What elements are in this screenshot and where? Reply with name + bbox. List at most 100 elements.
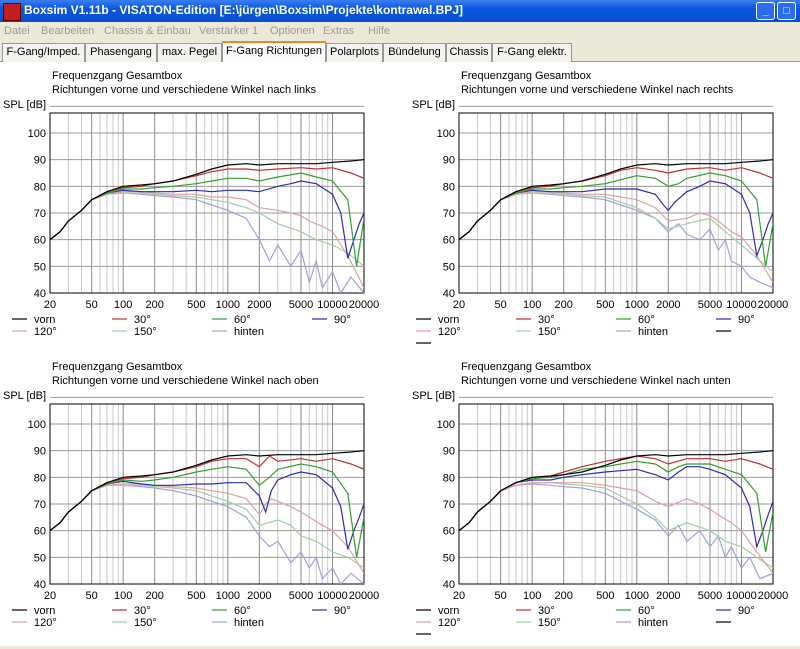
x-tick-label: 5000 [289,590,313,602]
tab-fgang-imped[interactable]: F-Gang/Imped. [2,43,85,62]
y-tick-label: 70 [443,499,455,511]
tab-phasengang[interactable]: Phasengang [85,43,157,62]
legend-label: 150° [538,617,561,629]
legend-label: 30° [538,314,555,326]
chart-1: Frequenzgang Gesamtbox Richtungen vorne u… [3,70,379,338]
x-tick-label: 5000 [289,299,313,311]
y-tick-label: 100 [28,128,46,140]
maximize-button[interactable]: □ [777,2,796,20]
x-tick-label: 200 [145,590,163,602]
legend-label: vorn [34,605,55,617]
menu-chassis-einbau[interactable]: Chassis & Einbau [104,25,191,37]
chart-3: Frequenzgang Gesamtbox Richtungen vorne u… [3,361,379,629]
x-tick-label: 2000 [656,299,680,311]
title-bar: Boxsim V1.11b - VISATON-Edition [E:\jürg… [0,0,800,22]
y-tick-label: 90 [443,446,455,458]
tab-max-pegel[interactable]: max. Pegel [157,43,222,62]
chart-subtitle: Richtungen vorne und verschiedene Winkel… [52,375,319,387]
legend-label: 90° [334,314,351,326]
x-tick-label: 500 [596,299,614,311]
legend-label: vorn [438,314,459,326]
window-title: Boxsim V1.11b - VISATON-Edition [E:\jürg… [24,3,463,17]
y-axis-label: SPL [dB] [412,99,455,111]
x-tick-label: 200 [145,299,163,311]
y-tick-label: 50 [443,552,455,564]
legend-label: vorn [34,314,55,326]
y-tick-label: 70 [34,208,46,220]
x-tick-label: 20000 [349,590,380,602]
x-tick-label: 50 [86,299,98,311]
y-tick-label: 60 [443,526,455,538]
tab-fgang-elektr[interactable]: F-Gang elektr. [492,43,572,62]
menu-bearbeiten[interactable]: Bearbeiten [41,25,95,37]
x-tick-label: 50 [86,590,98,602]
x-tick-label: 100 [114,590,132,602]
charts-canvas: Frequenzgang Gesamtbox Richtungen vorne u… [3,70,789,635]
chart-title: Frequenzgang Gesamtbox [461,361,592,373]
y-tick-label: 80 [34,181,46,193]
y-tick-label: 40 [34,288,46,300]
legend-label: 150° [134,326,157,338]
y-tick-label: 60 [34,235,46,247]
legend-label: hinten [234,617,264,629]
x-tick-label: 5000 [698,590,722,602]
legend-label: hinten [234,326,264,338]
menu-verstaerker[interactable]: Verstärker 1 [199,25,259,37]
legend-label: 60° [638,314,655,326]
x-tick-label: 2000 [247,590,271,602]
y-tick-label: 70 [34,499,46,511]
minimize-button[interactable]: _ [756,2,775,20]
series-line-vorn [459,159,773,241]
chart-subtitle: Richtungen vorne und verschiedene Winkel… [461,84,734,96]
legend-label: 90° [334,605,351,617]
legend-label: 120° [438,326,461,338]
legend-label: 30° [134,314,151,326]
series-line-vorn [50,450,364,532]
legend-label: 60° [234,314,251,326]
x-tick-label: 20 [44,590,56,602]
x-tick-label: 20 [453,590,465,602]
x-tick-label: 10000 [317,299,348,311]
y-tick-label: 60 [443,235,455,247]
tab-bar: F-Gang/Imped. Phasengang max. Pegel F-Ga… [0,40,800,63]
chart-title: Frequenzgang Gesamtbox [461,70,592,82]
x-tick-label: 2000 [247,299,271,311]
x-tick-label: 5000 [698,299,722,311]
x-tick-label: 20 [44,299,56,311]
x-tick-label: 10000 [726,590,757,602]
plot-frame [49,403,365,585]
y-tick-label: 40 [443,288,455,300]
tab-buendelung[interactable]: Bündelung [383,43,446,62]
legend-label: 150° [538,326,561,338]
x-tick-label: 20 [453,299,465,311]
x-tick-label: 500 [187,590,205,602]
y-tick-label: 80 [34,472,46,484]
menu-datei[interactable]: Datei [4,25,30,37]
x-tick-label: 100 [523,299,541,311]
legend-label: hinten [638,617,668,629]
menu-hilfe[interactable]: Hilfe [368,25,391,37]
y-axis-label: SPL [dB] [3,99,46,111]
x-tick-label: 50 [495,590,507,602]
x-tick-label: 20000 [758,299,789,311]
menu-extras[interactable]: Extras [323,25,355,37]
tab-polarplots[interactable]: Polarplots [326,43,383,62]
tab-fgang-richtungen[interactable]: F-Gang Richtungen [222,41,326,63]
menu-optionen[interactable]: Optionen [270,25,315,37]
y-tick-label: 50 [443,261,455,273]
tab-content: Frequenzgang Gesamtbox Richtungen vorne u… [0,62,800,646]
chart-subtitle: Richtungen vorne und verschiedene Winkel… [52,84,317,96]
legend-label: 150° [134,617,157,629]
x-tick-label: 1000 [625,590,649,602]
y-tick-label: 50 [34,261,46,273]
x-tick-label: 200 [554,299,572,311]
plot-frame [458,112,774,294]
boxsim-app-icon [3,3,21,21]
tab-chassis[interactable]: Chassis [446,43,492,62]
chart-title: Frequenzgang Gesamtbox [52,70,183,82]
y-tick-label: 100 [437,419,455,431]
y-axis-label: SPL [dB] [412,390,455,402]
chart-4: Frequenzgang Gesamtbox Richtungen vorne u… [412,361,788,635]
y-tick-label: 80 [443,472,455,484]
series-line-vorn [50,159,364,241]
